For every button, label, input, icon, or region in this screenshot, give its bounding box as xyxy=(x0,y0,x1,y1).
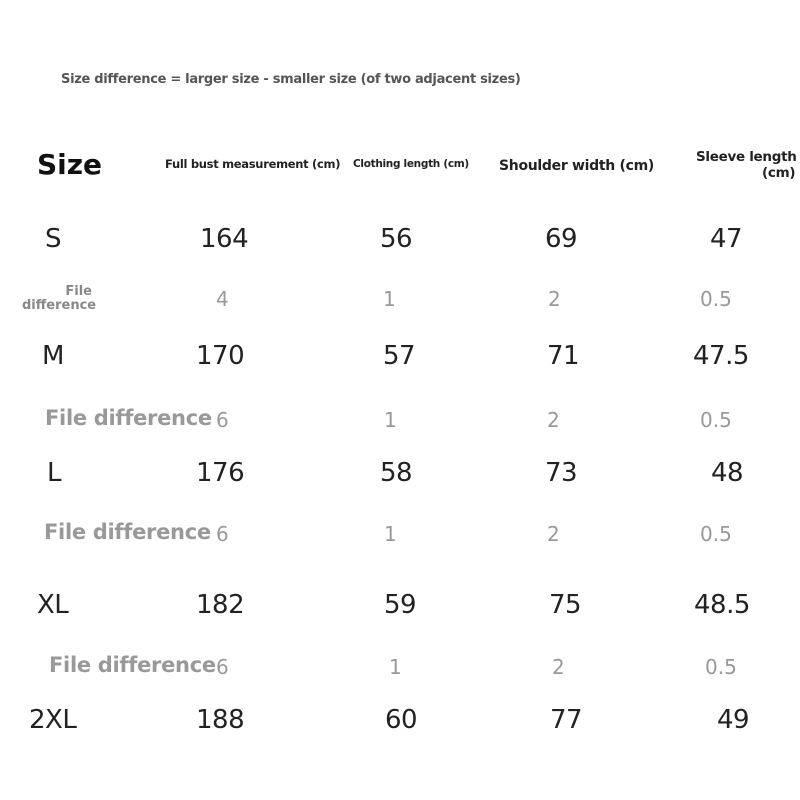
sleeve-value: 48.5 xyxy=(694,590,750,620)
bust-value: 164 xyxy=(200,224,249,254)
difference-length-value: 1 xyxy=(383,287,396,311)
bust-value: 188 xyxy=(196,705,245,735)
header-bust: Full bust measurement (cm) xyxy=(165,157,341,171)
header-sleeve: Sleeve length xyxy=(696,149,797,165)
difference-bust-value: 6 xyxy=(216,522,229,546)
difference-length-value: 1 xyxy=(389,655,402,679)
difference-length-value: 1 xyxy=(384,522,397,546)
header-shoulder: Shoulder width (cm) xyxy=(499,158,654,174)
shoulder-value: 75 xyxy=(549,590,582,620)
file-difference-label: File difference xyxy=(49,653,216,677)
size-label: 2XL xyxy=(29,705,77,735)
difference-length-value: 1 xyxy=(384,408,397,432)
length-value: 59 xyxy=(384,590,417,620)
difference-bust-value: 6 xyxy=(216,408,229,432)
header-sleeve-unit: (cm) xyxy=(762,165,796,181)
difference-shoulder-value: 2 xyxy=(547,408,560,432)
difference-sleeve-value: 0.5 xyxy=(705,655,737,679)
size-label: XL xyxy=(37,590,69,620)
difference-bust-value: 6 xyxy=(216,655,229,679)
length-value: 58 xyxy=(380,458,413,488)
shoulder-value: 69 xyxy=(545,224,578,254)
difference-shoulder-value: 2 xyxy=(552,655,565,679)
file-difference-label: File difference xyxy=(44,520,211,544)
length-value: 57 xyxy=(383,341,416,371)
bust-value: 170 xyxy=(196,341,245,371)
size-label: L xyxy=(47,458,62,488)
difference-sleeve-value: 0.5 xyxy=(700,408,732,432)
difference-sleeve-value: 0.5 xyxy=(700,287,732,311)
size-difference-note: Size difference = larger size - smaller … xyxy=(61,72,521,87)
size-label: S xyxy=(45,224,62,254)
length-value: 56 xyxy=(380,224,413,254)
difference-shoulder-value: 2 xyxy=(548,287,561,311)
difference-sleeve-value: 0.5 xyxy=(700,522,732,546)
sleeve-value: 47.5 xyxy=(693,341,749,371)
file-difference-label: File difference xyxy=(45,406,212,430)
header-length: Clothing length (cm) xyxy=(353,158,469,170)
size-label: M xyxy=(42,341,64,371)
length-value: 60 xyxy=(385,705,418,735)
difference-bust-value: 4 xyxy=(216,287,229,311)
difference-shoulder-value: 2 xyxy=(547,522,560,546)
bust-value: 176 xyxy=(196,458,245,488)
shoulder-value: 77 xyxy=(550,705,583,735)
file-difference-label: File xyxy=(65,284,92,299)
sleeve-value: 49 xyxy=(717,705,750,735)
header-size: Size xyxy=(37,148,103,181)
file-difference-label: difference xyxy=(22,298,97,313)
bust-value: 182 xyxy=(196,590,245,620)
sleeve-value: 47 xyxy=(710,224,743,254)
sleeve-value: 48 xyxy=(711,458,744,488)
shoulder-value: 73 xyxy=(545,458,578,488)
shoulder-value: 71 xyxy=(547,341,580,371)
